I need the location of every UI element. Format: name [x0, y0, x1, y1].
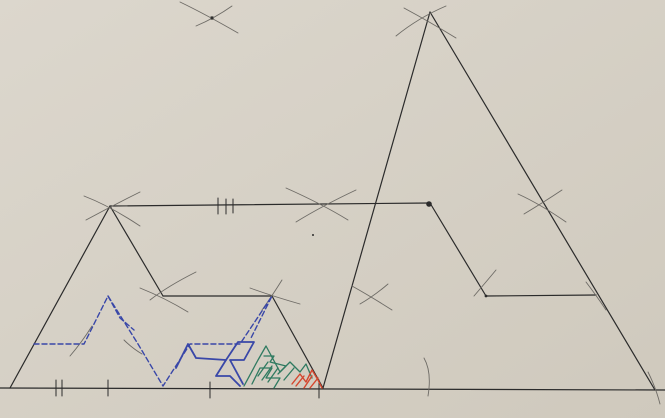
- large-triangle-left-edge: [322, 11, 431, 389]
- red-hatch-1: [295, 375, 305, 387]
- arc-mark-right-node-2: [473, 269, 497, 297]
- arc-mark-bottom-right-corner: [647, 371, 661, 405]
- compass-marks: [69, 1, 661, 405]
- arc-mark-mid-node: [285, 187, 349, 221]
- right-horizontal-line: [485, 294, 597, 297]
- red-outline: [291, 369, 323, 389]
- arc-mark-top-left: [179, 1, 239, 34]
- left-triangle-inner-edge: [109, 205, 164, 297]
- green-curve: [243, 345, 313, 389]
- arc-mark-small-right: [249, 287, 301, 305]
- inner-right-diagonal: [429, 202, 487, 297]
- blue-dashed-mini-bump: [107, 295, 135, 331]
- arc-mark-right-node: [585, 281, 607, 311]
- arc-mark-right-diagonal-2: [523, 189, 563, 215]
- pencil-dot-right-node: [484, 294, 488, 298]
- arc-mark-lower-left-2: [123, 339, 143, 355]
- large-triangle-right-edge: [429, 11, 656, 391]
- red-hatch-2: [303, 375, 313, 389]
- arc-mark-right-diagonal: [517, 193, 567, 223]
- blue-solid-path: [175, 341, 255, 385]
- green-hatch-3: [267, 367, 279, 383]
- green-inner-2: [263, 355, 287, 375]
- blue-solid-lower: [215, 359, 241, 387]
- small-triangle-right-edge: [271, 295, 324, 389]
- base-line: [0, 387, 665, 391]
- upper-horizontal-line: [109, 202, 431, 207]
- arc-mark-small-apex: [149, 271, 197, 301]
- red-curve: [291, 369, 323, 389]
- left-triangle-left-edge: [9, 205, 111, 389]
- pencil-construction: [0, 11, 665, 391]
- arc-mark-small-apex-2: [139, 287, 189, 313]
- green-hatch-4: [283, 367, 295, 381]
- blue-dashed-curve: [33, 295, 273, 387]
- arc-mark-top-left-2: [195, 5, 233, 27]
- arc-mark-apex: [395, 5, 447, 37]
- arc-mark-apex-2: [403, 7, 457, 39]
- blue-dashed-path: [33, 295, 273, 387]
- arc-center-dot: [209, 15, 215, 21]
- pencil-dot-small: [312, 234, 314, 236]
- arc-mark-right-side: [423, 357, 430, 397]
- red-hatch-3: [309, 377, 319, 389]
- green-inner-1: [251, 367, 281, 389]
- arc-mark-mid-node-2: [295, 189, 357, 223]
- arc-mark-lower-left: [69, 325, 93, 357]
- arc-mark-left-node: [83, 195, 141, 227]
- green-hatch-1: [257, 361, 269, 377]
- green-hatch-2: [261, 365, 273, 381]
- pencil-dot-vertex: [426, 201, 432, 207]
- arc-mark-center-2: [359, 283, 389, 305]
- blue-solid-curve: [175, 341, 255, 387]
- arc-mark-left-node-2: [85, 191, 141, 221]
